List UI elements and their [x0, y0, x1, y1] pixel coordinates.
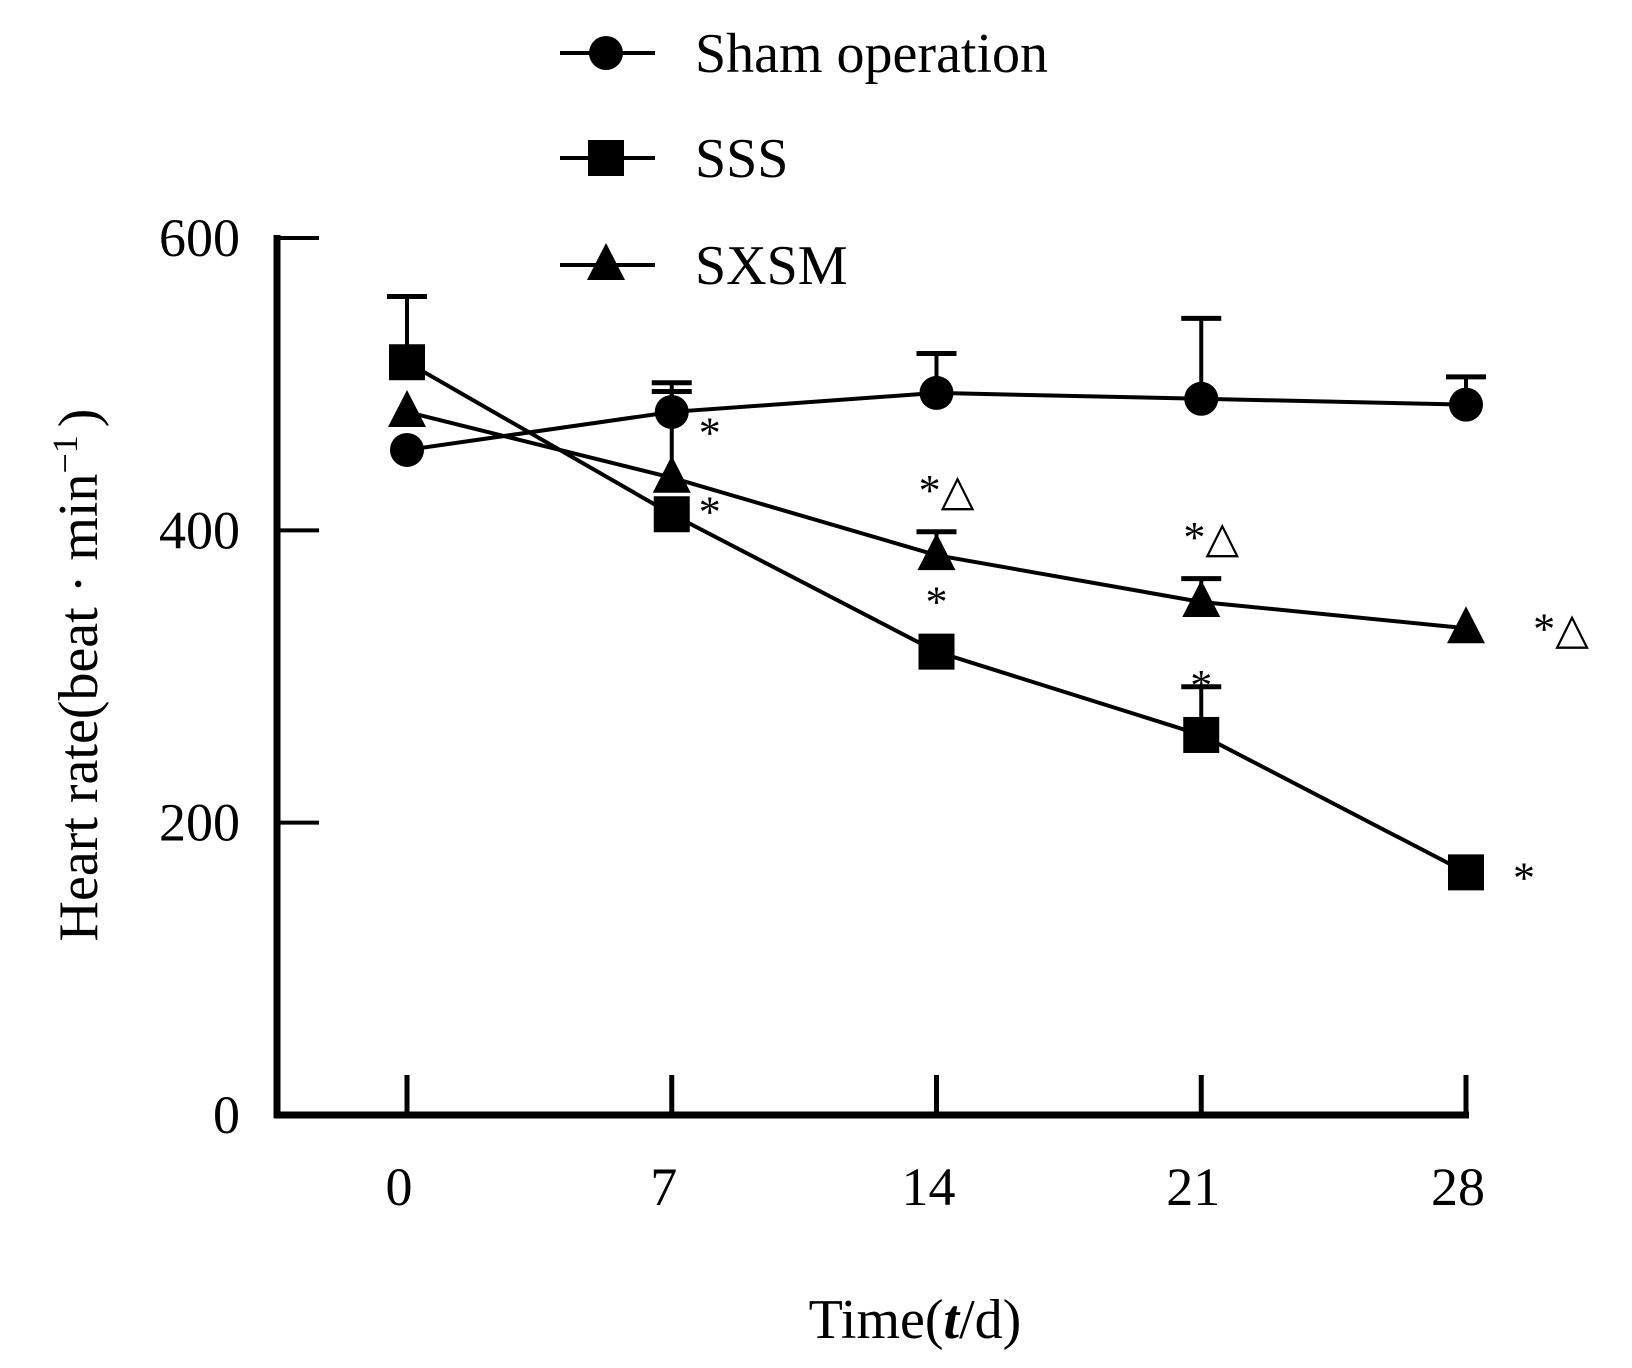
x-tick-label: 14	[902, 1157, 956, 1217]
legend-item: SXSM	[560, 235, 848, 297]
y-tick-label: 400	[159, 500, 240, 560]
significance-marker: *△	[1533, 604, 1589, 653]
data-point-square	[653, 496, 690, 533]
plot-area	[387, 293, 1486, 891]
x-ticks: 0 7 14 21 28	[386, 1075, 1485, 1217]
x-tick-label: 28	[1431, 1157, 1485, 1217]
legend-label: SXSM	[695, 235, 848, 297]
data-point-triangle	[1447, 606, 1485, 644]
data-point-triangle	[388, 389, 426, 427]
legend-triangle-icon	[587, 243, 625, 280]
x-tick-label: 21	[1166, 1157, 1220, 1217]
data-point-triangle	[652, 455, 691, 493]
legend-label: Sham operation	[695, 23, 1048, 85]
y-tick-label: 200	[159, 793, 240, 853]
data-point-circle	[1449, 387, 1483, 422]
legend-item: SSS	[560, 128, 788, 190]
x-tick-label: 0	[386, 1157, 413, 1217]
data-point-square	[1448, 854, 1484, 891]
legend-label: SSS	[695, 128, 788, 190]
significance-marker: *△	[919, 466, 975, 515]
significance-marker: *	[1190, 661, 1212, 710]
significance-marker: *△	[1183, 513, 1239, 562]
x-axis-title: Time(t/d)	[809, 1289, 1022, 1351]
y-tick-label: 600	[159, 208, 240, 268]
series-sxsm	[388, 388, 1485, 644]
legend: Sham operation SSS SXSM	[560, 23, 1048, 297]
significance-marker: *	[926, 578, 948, 627]
legend-square-icon	[588, 140, 624, 176]
legend-circle-icon	[589, 36, 623, 70]
axes: 0 200 400 600 0 7 14 21 28	[159, 208, 1485, 1217]
y-ticks: 0 200 400 600	[159, 208, 319, 1145]
data-point-triangle	[917, 533, 956, 571]
significance-marker: *	[699, 409, 721, 458]
data-point-circle	[390, 432, 424, 467]
significance-marker: *	[699, 487, 721, 536]
legend-item: Sham operation	[560, 23, 1048, 85]
y-axis-title: Heart rate(beat · min−1)	[45, 409, 110, 942]
data-point-square	[389, 344, 425, 381]
data-point-square	[918, 633, 955, 670]
data-point-circle	[919, 375, 954, 410]
significance-marker: *	[1513, 853, 1535, 902]
series-sham-operation	[390, 315, 1486, 467]
significance-annotations: * * *△ * *△ * *△ *	[699, 409, 1589, 903]
data-point-square	[1183, 716, 1220, 753]
data-point-circle	[1184, 381, 1219, 416]
x-tick-label: 7	[650, 1157, 677, 1217]
data-point-triangle	[1182, 579, 1221, 617]
y-tick-label: 0	[213, 1085, 240, 1145]
series-sss	[387, 293, 1484, 891]
